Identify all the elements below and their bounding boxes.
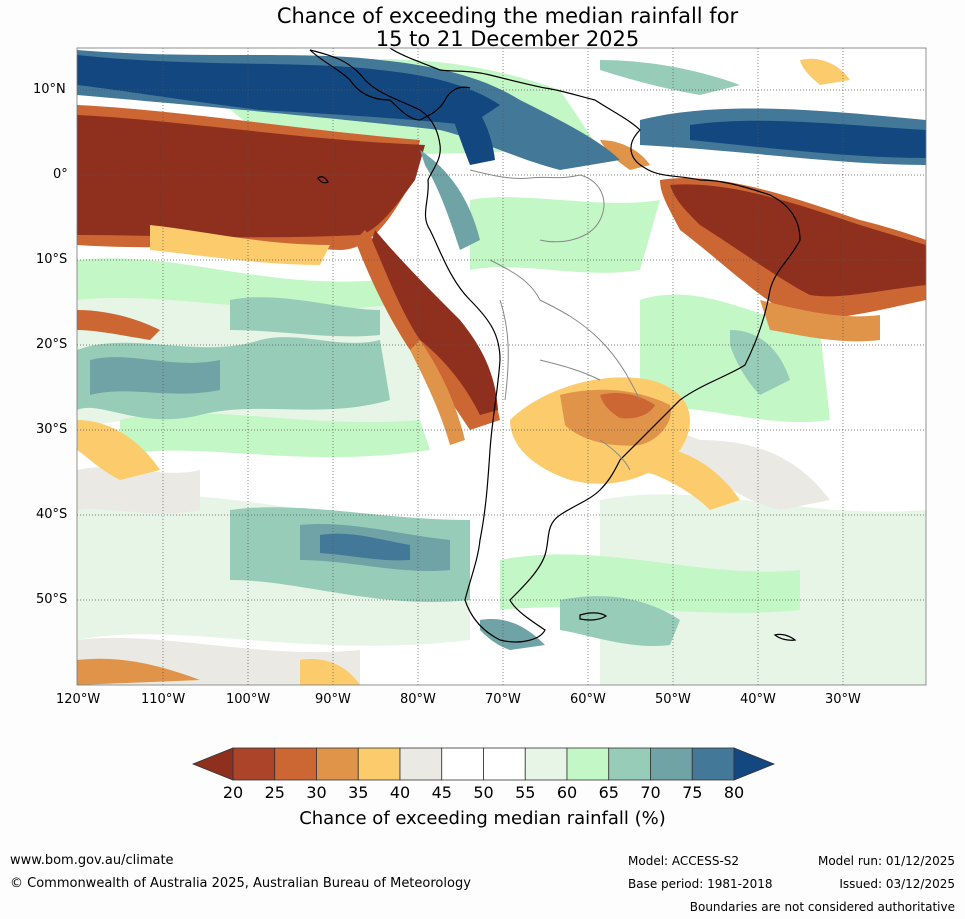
colorbar-bin: [483, 747, 526, 781]
lon-label-70w: 70°W: [485, 692, 521, 707]
colorbar-bin: [441, 747, 484, 781]
lon-label-110w: 110°W: [141, 692, 186, 707]
colorbar-bin: [232, 747, 276, 781]
footer-base-period: Base period: 1981-2018: [628, 877, 773, 891]
colorbar-tick-label: 60: [556, 783, 578, 802]
lat-label-20s: 20°S: [36, 337, 68, 352]
colorbar-tick-label: 80: [723, 783, 745, 802]
central-america-coastline: [309, 49, 471, 121]
lat-label-0: 0°: [53, 167, 68, 182]
lon-label-30w: 30°W: [825, 692, 861, 707]
south-georgia-outline: [773, 633, 797, 641]
colorbar-bin: [608, 747, 651, 781]
colorbar-over-arrow: [733, 747, 776, 781]
map-frame: [76, 47, 927, 686]
lat-label-30s: 30°S: [36, 422, 68, 437]
colorbar-tick-label: 40: [389, 783, 411, 802]
colorbar-bin: [691, 747, 735, 781]
colorbar-tick-label: 75: [682, 783, 703, 802]
south-america-coastline: [309, 47, 801, 643]
lon-label-120w: 120°W: [56, 692, 101, 707]
map-title-line-1: Chance of exceeding the median rainfall …: [276, 4, 739, 28]
footer-disclaimer: Boundaries are not considered authoritat…: [689, 900, 955, 914]
lon-label-80w: 80°W: [400, 692, 436, 707]
map-title-line-2: 15 to 21 December 2025: [375, 27, 640, 51]
footer-issued: Issued: 03/12/2025: [839, 877, 955, 891]
colorbar-tick-label: 65: [598, 783, 619, 802]
country-boundaries: [469, 169, 641, 471]
footer-model: Model: ACCESS-S2: [628, 854, 740, 868]
lat-label-10s: 10°S: [36, 252, 68, 267]
galapagos-outline: [317, 176, 329, 184]
lon-label-90w: 90°W: [315, 692, 351, 707]
lat-label-40s: 40°S: [36, 507, 68, 522]
colorbar-tick-label: 70: [640, 783, 661, 802]
colorbar-tick-label: 25: [264, 783, 285, 802]
colorbar-tick-label: 20: [222, 783, 244, 802]
colorbar-bin: [357, 747, 401, 781]
colorbar-tick-label: 45: [431, 783, 452, 802]
colorbar-bin: [524, 747, 568, 781]
lon-label-40w: 40°W: [740, 692, 776, 707]
colorbar-bin: [650, 747, 693, 781]
coastlines: [309, 47, 801, 643]
footer-url[interactable]: www.bom.gov.au/climate: [10, 853, 174, 868]
falklands-outline: [579, 612, 608, 621]
lat-label-10n: 10°N: [33, 82, 66, 97]
colorbar-tick-label: 30: [306, 783, 327, 802]
colorbar-bin: [274, 747, 317, 781]
colorbar: [191, 747, 776, 781]
colorbar-tick-label: 35: [348, 783, 369, 802]
lon-label-100w: 100°W: [226, 692, 271, 707]
colorbar-bin: [316, 747, 359, 781]
colorbar-bin: [399, 747, 443, 781]
footer-copyright: © Commonwealth of Australia 2025, Austra…: [10, 876, 471, 891]
graticule: [77, 48, 926, 685]
colorbar-tick-label: 55: [515, 783, 536, 802]
lon-label-60w: 60°W: [570, 692, 606, 707]
footer-model-run: Model run: 01/12/2025: [817, 854, 955, 868]
lon-label-50w: 50°W: [655, 692, 691, 707]
lat-label-50s: 50°S: [36, 592, 68, 607]
colorbar-tick-label: 50: [473, 783, 494, 802]
colorbar-label: Chance of exceeding median rainfall (%): [299, 808, 666, 829]
colorbar-bin: [566, 747, 610, 781]
colorbar-under-arrow: [191, 747, 234, 781]
rainfall-field: [77, 48, 926, 685]
